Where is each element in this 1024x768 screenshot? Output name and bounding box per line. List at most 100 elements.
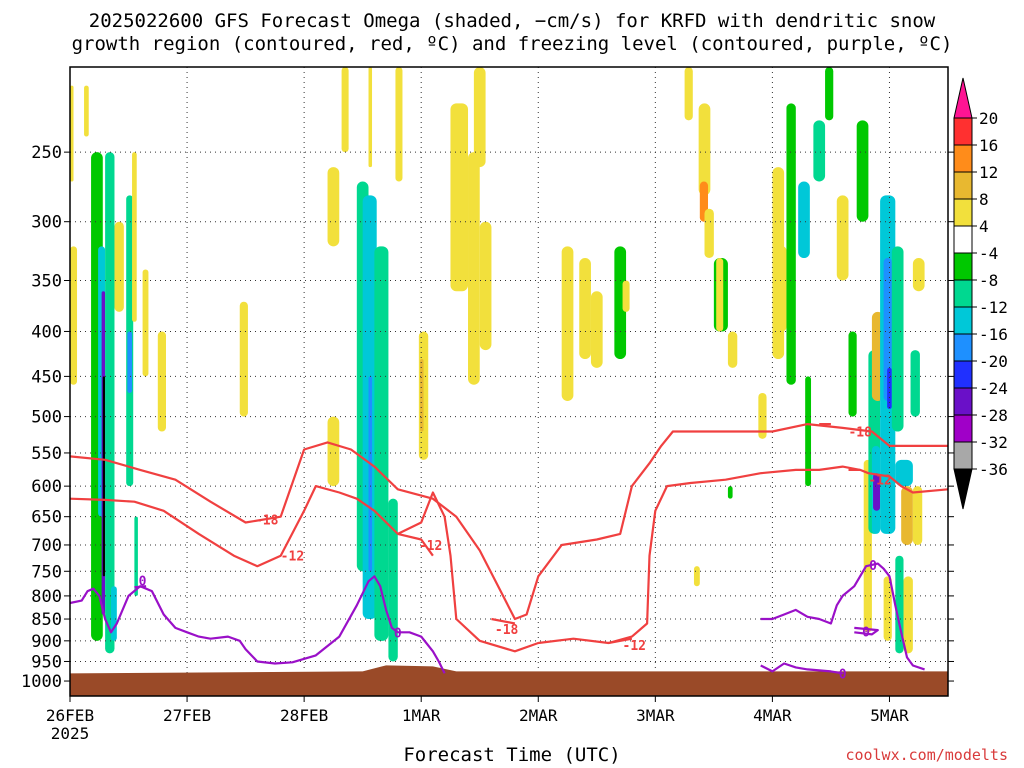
freezing-contour-line [134,585,147,589]
omega-cell [134,516,138,596]
y-tick-label: 450 [31,367,62,387]
omega-cell [105,152,115,654]
freezing-contour-line [854,626,879,636]
chart-title-line-1: 2025022600 GFS Forecast Omega (shaded, −… [88,10,936,32]
omega-cell [727,486,733,499]
omega-cell [102,376,106,577]
dendritic-contour-label: -12 [419,539,442,554]
omega-cell [805,376,812,487]
freezing-contour-label: 0 [869,559,877,574]
y-tick-label: 850 [31,610,62,630]
freezing-contour-line [760,562,925,671]
omega-cell [614,246,627,360]
dendritic-contour-label: -12 [868,474,891,489]
colorbar-segment [953,387,973,416]
freezing-contour-line [69,575,446,674]
colorbar-label: -24 [979,379,1008,398]
omega-cell [798,181,810,259]
omega-cell [84,85,89,137]
dendritic-contour-label: -12 [281,550,304,565]
x-tick-label: 27FEB [163,706,211,725]
omega-cell [479,221,492,351]
omega-cell [758,392,767,439]
omega-cell [450,103,469,292]
dendritic-contour-label: -18 [848,426,872,441]
omega-cell [883,258,892,402]
omega-shading-layer [70,67,925,662]
y-tick-label: 800 [31,587,62,607]
x-tick-label: 2MAR [519,706,558,725]
y-tick-label: 550 [31,444,62,464]
omega-cell [590,291,603,368]
colorbar-label: 4 [979,217,989,236]
omega-cell [473,67,486,168]
colorbar-label: 8 [979,190,989,209]
chart-title-line-2: growth region (contoured, red, ºC) and f… [71,33,953,55]
omega-cell [327,167,340,247]
colorbar-label: 20 [979,109,998,128]
colorbar-bottom-arrow [953,468,973,510]
colorbar-label: 16 [979,136,998,155]
colorbar-segment [953,117,973,146]
x-tick-label: 2025 [51,724,90,743]
omega-cell [132,152,137,322]
plot-frame [69,66,949,697]
y-tick-label: 250 [31,143,62,163]
plot-border [69,66,949,697]
y-tick-label: 1000 [21,672,62,692]
omega-cell [891,246,904,432]
surface-layer [70,665,948,696]
x-tick-label: 26FEB [46,706,94,725]
x-tick-label: 5MAR [870,706,909,725]
colorbar-segment [953,171,973,200]
omega-cell [374,246,389,641]
omega-cell [127,331,133,393]
omega-cell [579,258,591,360]
y-tick-label: 750 [31,562,62,582]
colorbar-segment [953,225,973,254]
omega-cell [912,486,923,545]
omega-cell [157,331,166,432]
ground-surface [70,665,948,696]
colorbar-segment [953,360,973,389]
omega-cell [70,85,74,182]
axis-layer: 2503003504004505005506006507007508008509… [21,143,954,743]
omega-cell [368,67,373,168]
omega-cell [778,246,787,332]
omega-cell [873,473,881,511]
dendritic-contour-line [69,465,949,653]
colorbar-segment [953,252,973,281]
omega-cell [420,359,424,432]
omega-cell [327,416,340,487]
omega-cell [912,258,925,292]
omega-cell [239,301,248,417]
omega-cell [903,576,913,654]
x-axis-label: Forecast Time (UTC) [403,744,621,766]
y-tick-label: 400 [31,322,62,342]
colorbar: 20 16 12 8 4 -4 -8 -12 -16 -20 -24 -28 -32 -36 [953,77,1008,510]
colorbar-label: -28 [979,406,1008,425]
omega-cell [693,566,700,587]
credit-link[interactable]: coolwx.com/modelts [845,746,1008,764]
colorbar-segment [953,279,973,308]
dendritic-contour-label: -12 [623,639,646,654]
colorbar-segment [953,333,973,362]
dendritic-contour-line [397,532,434,557]
colorbar-segment [953,144,973,173]
colorbar-label: -4 [979,244,998,263]
x-tick-label: 28FEB [280,706,328,725]
colorbar-label: 12 [979,163,998,182]
omega-cell [468,152,480,385]
omega-cell [114,221,124,312]
x-tick-label: 3MAR [636,706,675,725]
colorbar-segment [953,306,973,335]
omega-cell [716,258,724,332]
dendritic-contour-line [491,617,516,625]
colorbar-label: -20 [979,352,1008,371]
omega-cell [622,280,630,312]
colorbar-segment [953,441,973,470]
freezing-contour-label: 0 [394,626,402,641]
x-tick-label: 4MAR [753,706,792,725]
dendritic-contour-line [608,637,633,645]
